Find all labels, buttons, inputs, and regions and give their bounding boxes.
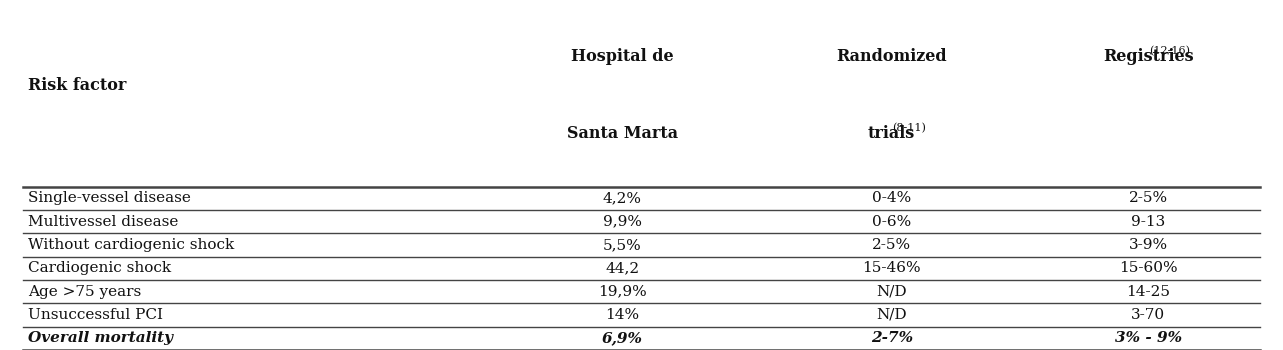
Text: 3-9%: 3-9% [1129, 238, 1168, 252]
Text: Randomized: Randomized [837, 48, 947, 65]
Text: N/D: N/D [876, 285, 907, 299]
Text: 0-4%: 0-4% [872, 191, 911, 205]
Text: (8-11): (8-11) [892, 123, 926, 133]
Text: 3% - 9%: 3% - 9% [1115, 331, 1182, 345]
Text: 9,9%: 9,9% [603, 215, 642, 229]
Text: 2-5%: 2-5% [872, 238, 911, 252]
Text: Unsuccessful PCI: Unsuccessful PCI [28, 308, 163, 322]
Text: Hospital de: Hospital de [571, 48, 674, 65]
Text: 19,9%: 19,9% [598, 285, 647, 299]
Text: 2-7%: 2-7% [871, 331, 912, 345]
Text: Multivessel disease: Multivessel disease [28, 215, 178, 229]
Text: 9-13: 9-13 [1132, 215, 1165, 229]
Text: 6,9%: 6,9% [602, 331, 643, 345]
Text: 3-70: 3-70 [1132, 308, 1165, 322]
Text: Cardiogenic shock: Cardiogenic shock [28, 261, 172, 275]
Text: Without cardiogenic shock: Without cardiogenic shock [28, 238, 235, 252]
Text: 44,2: 44,2 [606, 261, 639, 275]
Text: 4,2%: 4,2% [603, 191, 642, 205]
Text: 15-46%: 15-46% [862, 261, 921, 275]
Text: 15-60%: 15-60% [1119, 261, 1178, 275]
Text: Age >75 years: Age >75 years [28, 285, 141, 299]
Text: trials: trials [869, 125, 915, 142]
Text: 0-6%: 0-6% [872, 215, 911, 229]
Text: 14-25: 14-25 [1126, 285, 1170, 299]
Text: N/D: N/D [876, 308, 907, 322]
Text: Risk factor: Risk factor [28, 77, 127, 93]
Text: Registries: Registries [1103, 48, 1193, 65]
Text: (12-16): (12-16) [1148, 46, 1189, 56]
Text: 5,5%: 5,5% [603, 238, 642, 252]
Text: Overall mortality: Overall mortality [28, 331, 173, 345]
Text: 2-5%: 2-5% [1129, 191, 1168, 205]
Text: 14%: 14% [606, 308, 639, 322]
Text: Single-vessel disease: Single-vessel disease [28, 191, 191, 205]
Text: Santa Marta: Santa Marta [567, 125, 677, 142]
